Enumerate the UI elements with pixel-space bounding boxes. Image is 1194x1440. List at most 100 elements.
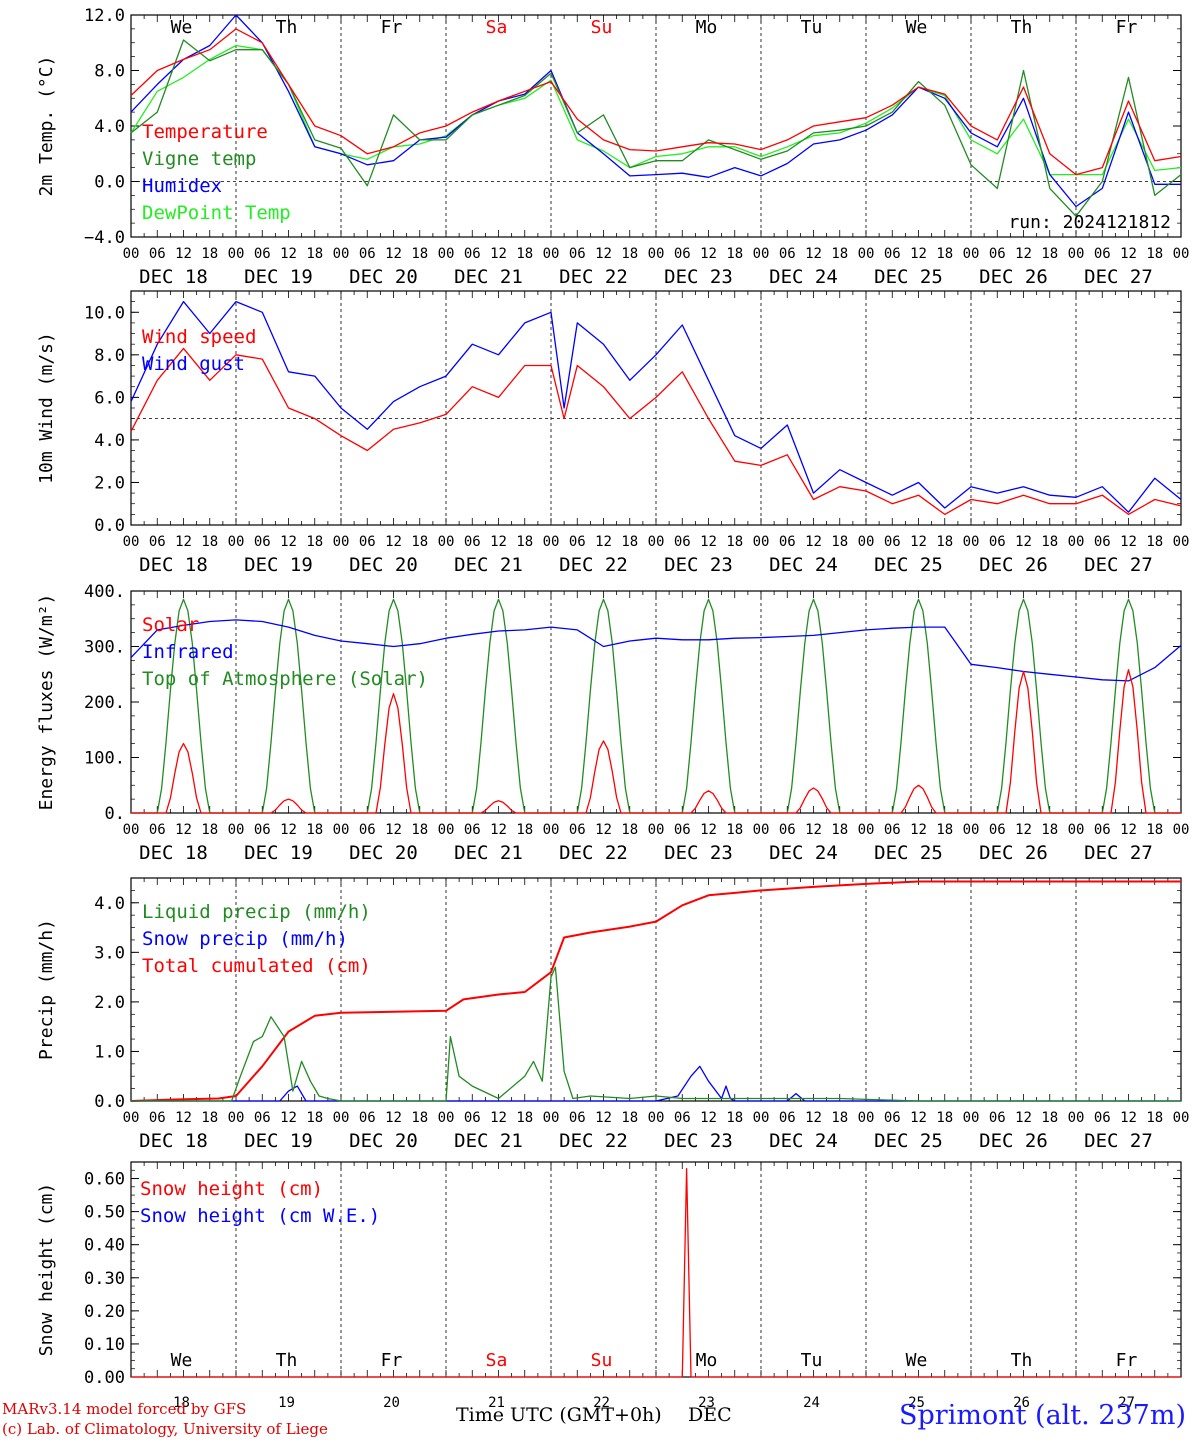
hour-tick-label: 00 — [333, 534, 350, 550]
legend-label: Liquid precip (mm/h) — [142, 901, 371, 923]
day-number-label: 24 — [803, 1395, 820, 1411]
date-label: DEC 24 — [769, 1130, 838, 1152]
hour-tick-label: 06 — [779, 822, 796, 838]
legend-label: Infrared — [142, 641, 234, 663]
hour-tick-label: 06 — [674, 534, 691, 550]
hour-tick-label: 00 — [648, 822, 665, 838]
day-of-week-label: Th — [276, 1350, 298, 1371]
y-tick-label: 0.0 — [94, 1092, 125, 1112]
date-label: DEC 18 — [139, 1130, 208, 1152]
series-line-infrared — [130, 619, 1182, 682]
y-tick-label: 8.0 — [94, 62, 125, 82]
hour-tick-label: 12 — [1015, 534, 1032, 550]
y-tick-label: 4.0 — [94, 894, 125, 914]
hour-tick-label: 12 — [1120, 822, 1137, 838]
hour-tick-label: 00 — [228, 534, 245, 550]
y-tick-label: 0.50 — [84, 1203, 125, 1223]
hour-tick-label: 00 — [438, 246, 455, 262]
date-label: DEC 25 — [874, 1130, 943, 1152]
hour-tick-label: 00 — [543, 822, 560, 838]
hour-tick-label: 12 — [1015, 246, 1032, 262]
date-label: DEC 18 — [139, 266, 208, 288]
hour-tick-label: 06 — [569, 534, 586, 550]
hour-tick-label: 06 — [149, 246, 166, 262]
date-label: DEC 23 — [664, 266, 733, 288]
hour-tick-label: 06 — [464, 1110, 481, 1126]
hour-tick-label: 06 — [464, 822, 481, 838]
date-label: DEC 26 — [979, 1130, 1048, 1152]
hour-tick-label: 00 — [228, 1110, 245, 1126]
hour-tick-label: 12 — [805, 534, 822, 550]
hour-tick-label: 06 — [464, 534, 481, 550]
hour-tick-label: 00 — [543, 246, 560, 262]
date-label: DEC 23 — [664, 1130, 733, 1152]
series-line-snow-height-cm- — [131, 1167, 1181, 1378]
series-line-humidex — [130, 14, 1181, 208]
day-number-label: 25 — [908, 1395, 925, 1411]
date-label: DEC 20 — [349, 1130, 418, 1152]
series-line-dewpoint-temp — [130, 44, 1182, 176]
hour-tick-label: 06 — [569, 1110, 586, 1126]
hour-tick-label: 18 — [306, 1110, 323, 1126]
day-number-label: 19 — [278, 1395, 295, 1411]
series-line-temperature — [130, 28, 1182, 176]
hour-tick-label: 12 — [280, 822, 297, 838]
date-label: DEC 27 — [1084, 1130, 1153, 1152]
hour-tick-label: 00 — [753, 1110, 770, 1126]
hour-tick-label: 18 — [1041, 534, 1058, 550]
hour-tick-label: 06 — [779, 1110, 796, 1126]
y-tick-label: 0.60 — [84, 1170, 125, 1190]
day-of-week-label: We — [171, 1350, 193, 1371]
hour-tick-label: 18 — [621, 822, 638, 838]
y-tick-label: 1.0 — [94, 1042, 125, 1062]
hour-tick-label: 00 — [858, 1110, 875, 1126]
hour-tick-label: 12 — [700, 1110, 717, 1126]
legend-label: Snow precip (mm/h) — [142, 928, 348, 950]
hour-tick-label: 12 — [595, 534, 612, 550]
day-of-week-label: Th — [1011, 17, 1033, 38]
y-tick-label: 2.0 — [94, 993, 125, 1013]
station-name: Sprimont (alt. 237m) — [899, 1400, 1186, 1431]
y-tick-label: 0.30 — [84, 1269, 125, 1289]
y-tick-label: 0.10 — [84, 1335, 125, 1355]
hour-tick-label: 06 — [779, 534, 796, 550]
y-tick-label: 10.0 — [84, 303, 125, 323]
hour-tick-label: 12 — [280, 246, 297, 262]
legend-label: Snow height (cm) — [140, 1178, 323, 1200]
hour-tick-label: 06 — [779, 246, 796, 262]
hour-tick-label: 12 — [385, 822, 402, 838]
hour-tick-label: 18 — [936, 1110, 953, 1126]
hour-tick-label: 00 — [963, 1110, 980, 1126]
hour-tick-label: 06 — [359, 246, 376, 262]
hour-tick-label: 18 — [936, 246, 953, 262]
hour-tick-label: 12 — [910, 822, 927, 838]
hour-tick-label: 12 — [175, 1110, 192, 1126]
date-label: DEC 21 — [454, 554, 523, 576]
series-line-wind-speed — [130, 347, 1182, 516]
hour-tick-label: 06 — [884, 534, 901, 550]
date-label: DEC 22 — [559, 554, 628, 576]
hour-tick-label: 18 — [726, 246, 743, 262]
hour-tick-label: 18 — [831, 246, 848, 262]
legend-label: Snow height (cm W.E.) — [140, 1205, 380, 1227]
day-of-week-label: Fr — [1116, 17, 1138, 38]
y-axis-title: Energy fluxes (W/m²) — [36, 594, 57, 811]
hour-tick-label: 12 — [1015, 822, 1032, 838]
date-label: DEC 24 — [769, 554, 838, 576]
hour-tick-label: 00 — [648, 246, 665, 262]
y-tick-label: 0.0 — [94, 173, 125, 193]
date-label: DEC 24 — [769, 266, 838, 288]
hour-tick-label: 12 — [700, 822, 717, 838]
date-label: DEC 20 — [349, 266, 418, 288]
hour-tick-label: 00 — [333, 246, 350, 262]
hour-tick-label: 00 — [1068, 534, 1085, 550]
hour-tick-label: 00 — [123, 246, 140, 262]
hour-tick-label: 12 — [385, 246, 402, 262]
hour-tick-label: 18 — [621, 1110, 638, 1126]
day-of-week-label: We — [906, 17, 928, 38]
hour-tick-label: 06 — [884, 1110, 901, 1126]
hour-tick-label: 06 — [149, 534, 166, 550]
hour-tick-label: 18 — [201, 1110, 218, 1126]
date-label: DEC 25 — [874, 842, 943, 864]
hour-tick-label: 12 — [175, 534, 192, 550]
